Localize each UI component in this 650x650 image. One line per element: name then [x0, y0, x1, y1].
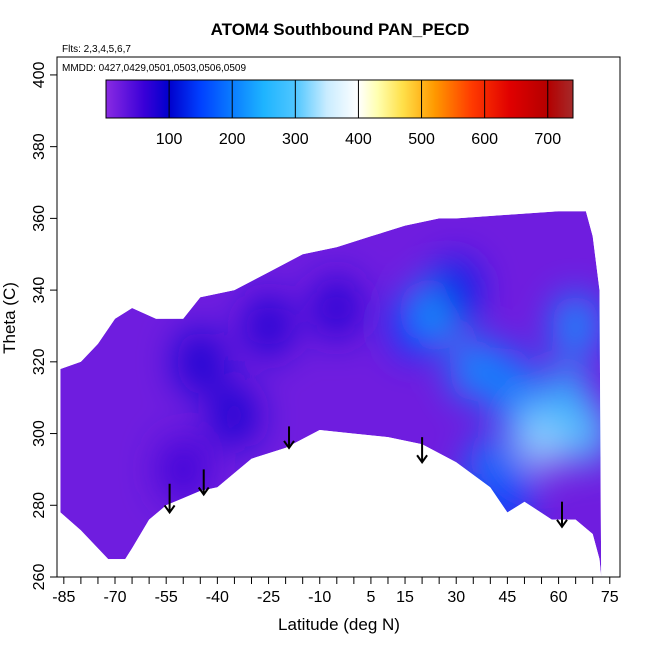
flight-arrow-head-0: [163, 504, 176, 515]
y-axis-title: Theta (C): [0, 282, 19, 354]
field-feature-7: [551, 293, 600, 359]
flight-arrow-head-2: [283, 440, 295, 450]
colorbar-tick-label: 300: [282, 131, 309, 148]
colorbar-scale: [105, 79, 574, 119]
x-tick-label: 30: [447, 589, 465, 606]
field-feature-11: [432, 257, 481, 323]
y-axis: 260 280 300 320 340 360 380 400: [31, 61, 57, 590]
y-tick-label: 400: [31, 61, 48, 88]
flight-markers: [163, 426, 568, 529]
field-feature-14: [244, 293, 293, 359]
plot-frame: [56, 56, 621, 578]
x-tick-label: -40: [206, 589, 229, 606]
y-tick-label: 380: [31, 133, 48, 160]
pan-field: [60, 211, 602, 577]
colorbar-tick-label: 600: [471, 131, 498, 148]
field-feature-12: [176, 329, 225, 395]
x-tick-label: -10: [308, 589, 331, 606]
flight-arrow-head-1: [197, 486, 210, 497]
x-tick-label: 60: [550, 589, 568, 606]
y-tick-label: 320: [31, 348, 48, 375]
x-axis-title: Latitude (deg N): [278, 615, 400, 634]
colorbar-tick-label: 400: [345, 131, 372, 148]
x-tick-label: 75: [601, 589, 619, 606]
colorbar-tick-label: 200: [219, 131, 246, 148]
y-tick-label: 280: [31, 492, 48, 519]
y-tick-label: 300: [31, 420, 48, 447]
colorbar-tick-label: 700: [534, 131, 561, 148]
field-feature-15: [312, 275, 361, 341]
x-tick-label: 15: [396, 589, 414, 606]
x-tick-label: -25: [257, 589, 280, 606]
field-feature-10: [483, 465, 532, 531]
x-tick-label: -55: [155, 589, 178, 606]
colorbar-tick-label: 500: [408, 131, 435, 148]
field-features: [159, 257, 602, 531]
flight-arrow-head-3: [416, 454, 428, 464]
field-feature-8: [562, 401, 602, 466]
dates-note: MMDD: 0427,0429,0501,0503,0506,0509: [62, 63, 246, 74]
flights-note: Flts: 2,3,4,5,6,7: [62, 44, 131, 55]
y-tick-label: 360: [31, 205, 48, 232]
y-tick-label: 260: [31, 564, 48, 591]
colorbar-tick-label: 100: [156, 131, 183, 148]
x-tick-label: -85: [52, 589, 75, 606]
colorbar: 100 200 300 400 500 600 700: [105, 79, 574, 148]
field-feature-16: [159, 437, 208, 502]
x-axis: -85 -70 -55 -40 -25 -10 5 15 30 45 60 75: [52, 577, 619, 606]
colorbar-ticks: 100 200 300 400 500 600 700: [156, 80, 561, 148]
y-tick-label: 340: [31, 277, 48, 304]
field-feature-13: [210, 383, 259, 448]
x-tick-label: 5: [366, 589, 375, 606]
flight-arrow-head-4: [556, 519, 568, 529]
x-tick-label: -70: [103, 589, 126, 606]
chart-title: ATOM4 Southbound PAN_PECD: [211, 20, 470, 39]
x-tick-label: 45: [499, 589, 517, 606]
